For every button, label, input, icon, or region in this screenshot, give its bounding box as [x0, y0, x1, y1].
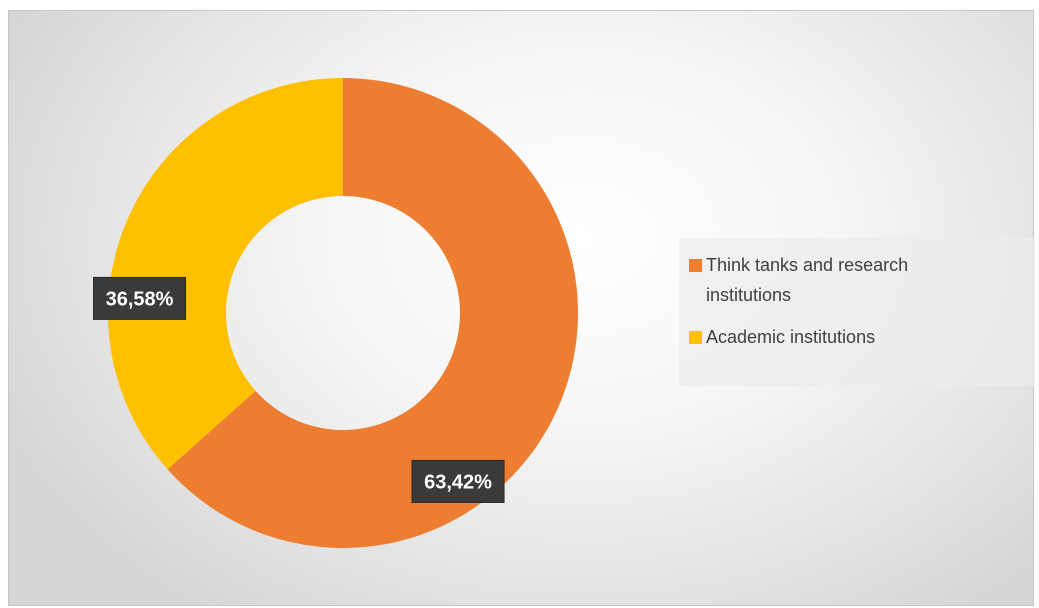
donut-slice-1	[108, 78, 343, 470]
legend-swatch-yellow	[689, 331, 702, 344]
data-label-1: 36,58%	[93, 276, 187, 320]
legend-item-think-tanks: Think tanks and research institutions	[689, 250, 1025, 310]
data-label-text-0: 63,42%	[424, 471, 492, 493]
donut-slice-0	[167, 78, 579, 548]
data-label-0: 63,42%	[411, 459, 505, 503]
legend-label: Think tanks and research institutions	[706, 255, 909, 305]
data-label-text-1: 36,58%	[106, 288, 174, 310]
legend: Think tanks and research institutions Ac…	[679, 238, 1035, 386]
legend-label: Academic institutions	[706, 327, 876, 347]
legend-item-academic: Academic institutions	[689, 322, 1025, 352]
legend-swatch-orange	[689, 259, 702, 272]
